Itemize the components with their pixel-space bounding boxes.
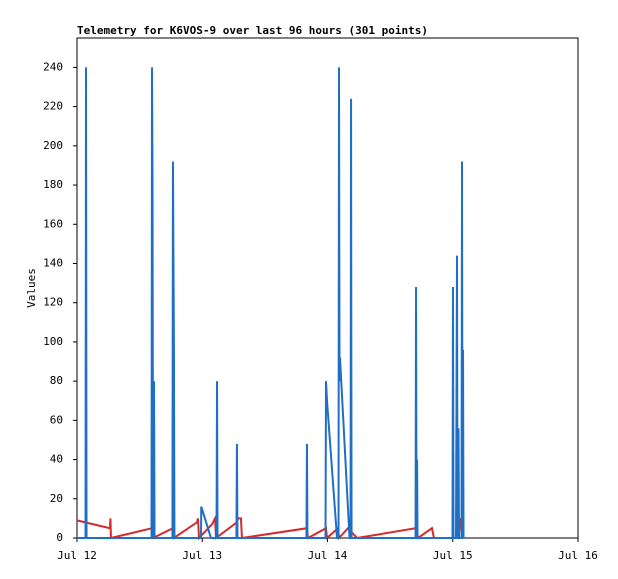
y-tick-label: 120 [43,296,63,309]
y-tick-label: 20 [50,492,63,505]
x-tick-label: Jul 12 [57,549,97,562]
series-line [77,67,465,539]
series-line [76,514,464,541]
y-tick-label: 180 [43,178,63,191]
y-tick-label: 40 [50,453,63,466]
y-tick-label: 200 [43,139,63,152]
chart-title: Telemetry for K6VOS-9 over last 96 hours… [77,24,428,37]
x-tick-label: Jul 13 [182,549,222,562]
y-tick-label: 140 [43,256,63,269]
y-tick-label: 160 [43,217,63,230]
x-tick-label: Jul 16 [558,549,598,562]
y-axis-label: Values [25,268,38,308]
y-tick-label: 220 [43,100,63,113]
y-tick-label: 0 [56,531,63,544]
y-tick-label: 60 [50,413,63,426]
y-tick-label: 80 [50,374,63,387]
y-tick-label: 100 [43,335,63,348]
x-tick-label: Jul 15 [433,549,473,562]
x-tick-label: Jul 14 [308,549,348,562]
y-tick-label: 240 [43,60,63,73]
